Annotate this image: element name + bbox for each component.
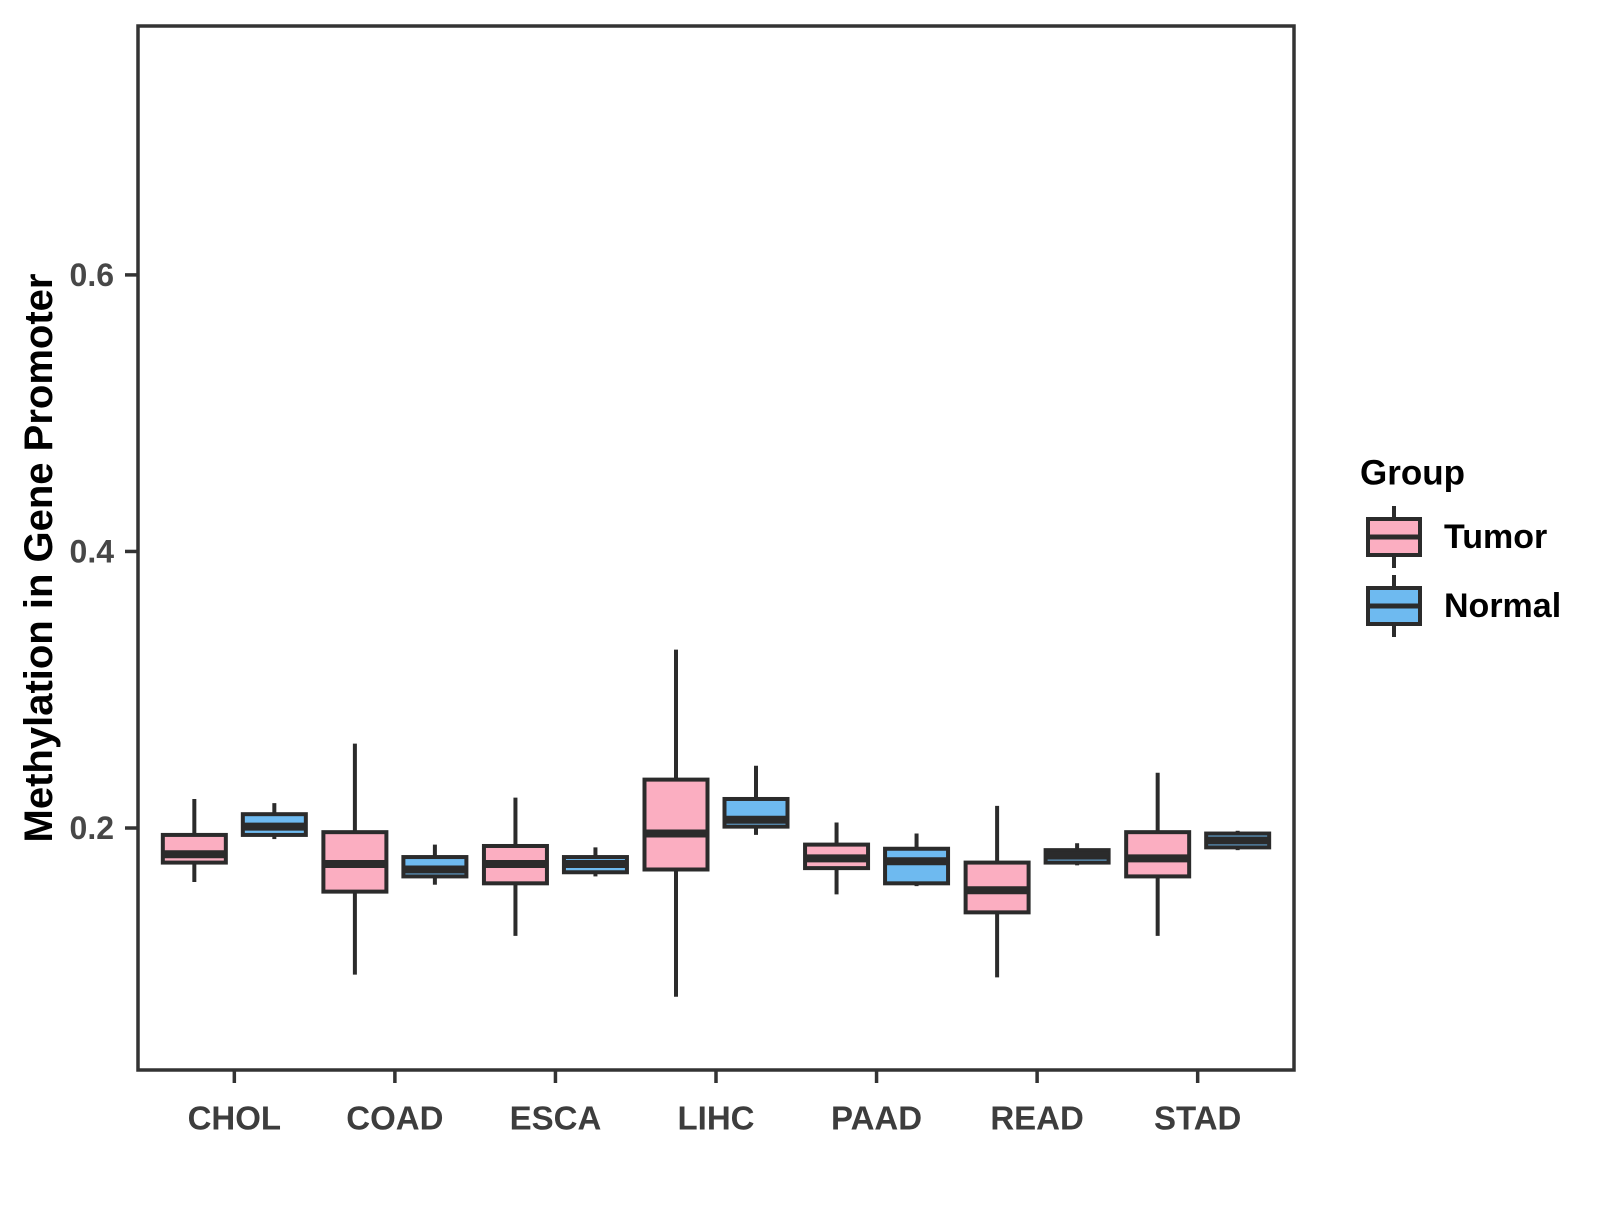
- legend-label-tumor: Tumor: [1444, 518, 1547, 556]
- legend-key-tumor: Tumor: [1366, 506, 1547, 568]
- boxplot-lihc-tumor-box: [642, 777, 710, 872]
- y-axis-title: Methylation in Gene Promoter: [17, 274, 61, 843]
- x-tick-label-chol: CHOL: [188, 1100, 282, 1137]
- legend-title: Group: [1360, 454, 1465, 493]
- boxplot-stad-tumor-box: [1124, 830, 1192, 879]
- y-tick-label: 0.2: [70, 810, 114, 846]
- panel-border: [136, 24, 1296, 1072]
- legend-key-normal: Normal: [1366, 575, 1561, 637]
- x-tick-label-stad: STAD: [1154, 1100, 1241, 1137]
- boxplot-paad-normal-box: [883, 846, 951, 886]
- x-tick-label-paad: PAAD: [831, 1100, 922, 1137]
- legend: Group Tumor Normal: [1360, 454, 1561, 637]
- y-tick-label: 0.6: [70, 257, 114, 293]
- boxplot-chol-tumor-box: [160, 832, 228, 865]
- legend-label-normal: Normal: [1444, 587, 1561, 625]
- plot-layer: 0.2 0.4 0.6 CHOL COAD ESCA LIHC PAAD READ STAD: [70, 257, 1272, 1137]
- x-tick-label-esca: ESCA: [510, 1100, 602, 1137]
- x-tick-label-coad: COAD: [346, 1100, 443, 1137]
- x-tick-label-lihc: LIHC: [678, 1100, 755, 1137]
- x-tick-label-read: READ: [990, 1100, 1084, 1137]
- y-tick-label: 0.4: [70, 533, 115, 569]
